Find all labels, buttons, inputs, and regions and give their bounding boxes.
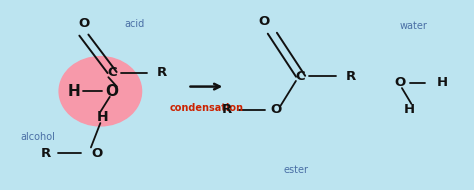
Text: water: water [400,21,428,31]
Text: O: O [271,104,282,116]
Text: R: R [157,66,167,79]
Text: H: H [68,84,81,99]
Text: condensation: condensation [169,103,243,113]
Text: H: H [437,76,447,89]
Text: H: H [403,103,415,116]
Text: C: C [107,66,117,79]
Text: R: R [222,104,232,116]
Text: O: O [258,15,270,28]
Text: O: O [78,17,90,30]
Text: ester: ester [283,165,309,175]
Text: O: O [394,76,405,89]
Text: C: C [296,70,305,83]
Text: H: H [97,110,109,124]
Text: alcohol: alcohol [20,132,55,142]
Text: O: O [91,146,102,160]
Ellipse shape [59,57,142,126]
Text: O: O [106,84,118,99]
Text: R: R [41,146,51,160]
Text: R: R [346,70,356,83]
Text: acid: acid [124,19,144,29]
